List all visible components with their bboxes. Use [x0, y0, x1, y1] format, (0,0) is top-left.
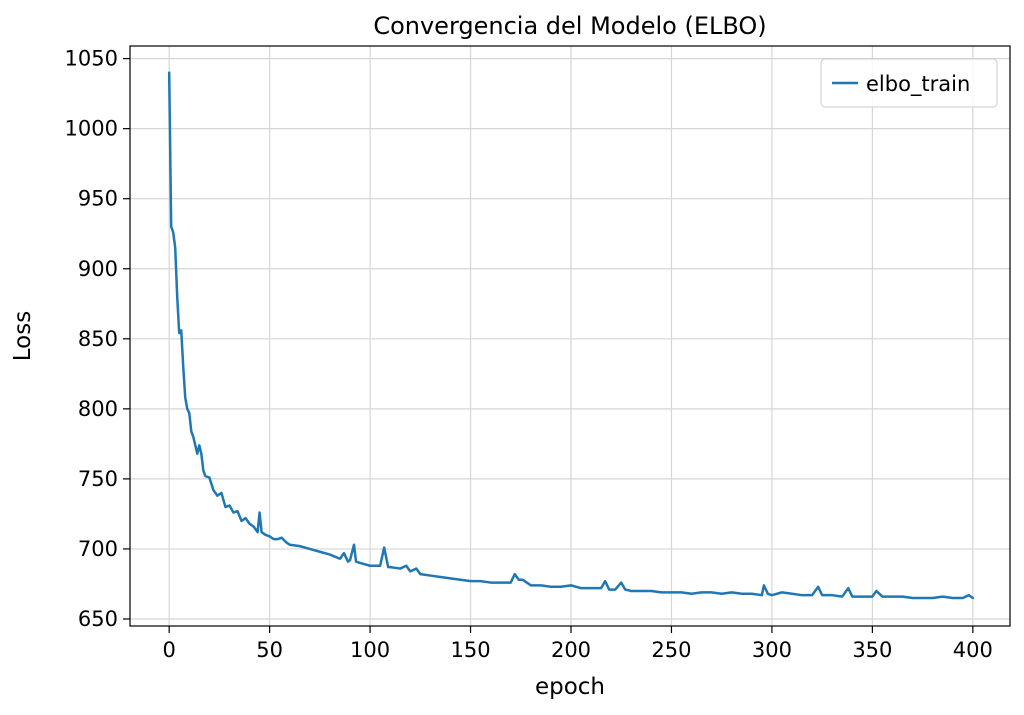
y-tick-label: 650: [78, 607, 118, 631]
y-tick-label: 800: [78, 397, 118, 421]
legend-label-elbo-train: elbo_train: [866, 72, 970, 97]
axis-ticks: 0 50 100 150 200 250 300 350 400 650 700 750 800 850 9…: [65, 47, 993, 662]
x-tick-label: 50: [256, 638, 283, 662]
y-tick-label: 900: [78, 257, 118, 281]
series-line-elbo-train: [167, 71, 975, 600]
series-layer: [167, 71, 975, 600]
y-tick-label: 950: [78, 187, 118, 211]
grid: [130, 46, 1010, 626]
x-tick-label: 0: [162, 638, 175, 662]
plot-area-frame: [129, 45, 1011, 627]
x-tick-label: 350: [852, 638, 892, 662]
y-tick-label: 1050: [65, 47, 118, 71]
x-tick-label: 250: [651, 638, 691, 662]
x-tick-label: 100: [350, 638, 390, 662]
x-tick-label: 400: [953, 638, 993, 662]
x-tick-label: 150: [451, 638, 491, 662]
y-tick-label: 850: [78, 327, 118, 351]
legend: elbo_train: [820, 58, 998, 108]
x-tick-label: 200: [551, 638, 591, 662]
chart-title: Convergencia del Modelo (ELBO): [373, 12, 766, 40]
y-axis-label: Loss: [10, 311, 36, 361]
y-tick-label: 750: [78, 467, 118, 491]
x-tick-label: 300: [752, 638, 792, 662]
y-tick-label: 700: [78, 537, 118, 561]
legend-box: [820, 58, 998, 108]
y-tick-label: 1000: [65, 117, 118, 141]
x-axis-label: epoch: [535, 674, 605, 700]
